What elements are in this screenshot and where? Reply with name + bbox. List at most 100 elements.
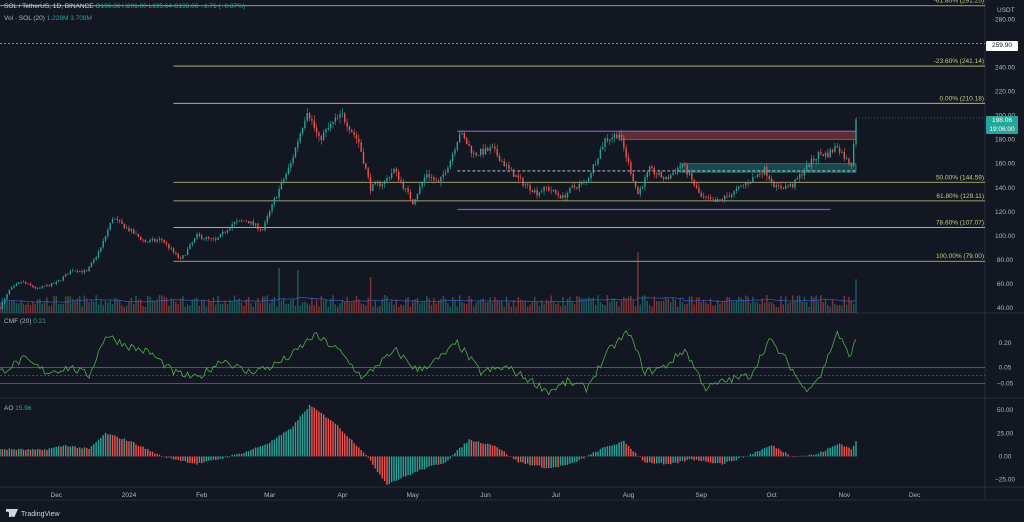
ao-bar — [817, 453, 820, 457]
candle-body — [686, 164, 688, 175]
candle-body — [353, 132, 355, 136]
candle-body — [69, 271, 72, 275]
volume-bar — [147, 295, 149, 313]
volume-bar — [515, 306, 517, 313]
volume-bar — [674, 299, 677, 313]
ao-bar — [822, 451, 824, 457]
volume-bar — [433, 298, 435, 313]
candle-body — [355, 135, 358, 139]
ao-bar — [456, 450, 459, 457]
volume-bar — [261, 296, 264, 313]
ao-bar — [480, 443, 482, 457]
volume-bar — [477, 300, 480, 313]
candle-body — [102, 240, 104, 248]
candle-body — [168, 243, 170, 249]
candle-body — [79, 270, 81, 272]
ao-bar — [250, 450, 252, 457]
candle-body — [627, 157, 630, 163]
volume-bar — [273, 297, 276, 313]
ao-bar — [193, 456, 196, 464]
cmf-title: CMF (20) — [4, 318, 32, 325]
ao-bar — [745, 456, 747, 457]
ao-bar — [264, 444, 266, 457]
volume-bar — [801, 301, 803, 313]
ao-bar — [620, 441, 623, 457]
volume-bar — [320, 296, 323, 313]
candle-body — [29, 283, 32, 286]
ao-bar — [132, 441, 135, 457]
ao-bar — [144, 448, 147, 457]
candle-body — [423, 177, 426, 183]
candle-body — [822, 154, 824, 157]
last-price-countdown: 19:06:00 — [989, 126, 1015, 133]
ao-bar — [365, 454, 367, 457]
candle-body — [128, 227, 130, 232]
ao-bar — [402, 456, 405, 477]
candle-body — [402, 181, 405, 189]
volume-bar — [782, 304, 785, 313]
ao-bar — [287, 429, 290, 457]
volume-bar — [794, 300, 796, 313]
candle-body — [829, 149, 831, 158]
time-tick-label: May — [407, 492, 420, 499]
ao-bar — [254, 447, 257, 457]
candle-body — [768, 176, 770, 179]
ao-bar — [716, 456, 719, 464]
candle-body — [337, 117, 339, 119]
ao-bar — [390, 456, 393, 483]
candle-body — [252, 221, 254, 225]
ao-bar — [458, 447, 461, 457]
ao-bar — [838, 443, 841, 457]
ao-bar — [597, 451, 599, 457]
candle-body — [163, 239, 165, 243]
candle-body — [304, 120, 306, 128]
candle-body — [775, 185, 777, 188]
candle-body — [738, 186, 740, 189]
ao-bar — [712, 456, 714, 464]
volume-bar — [50, 305, 53, 313]
price-tick-label: 80.00 — [997, 257, 1014, 264]
volume-bar — [271, 299, 273, 313]
ao-bar — [53, 447, 55, 457]
volume-bar — [409, 306, 412, 313]
volume-bar — [236, 299, 238, 313]
candle-body — [820, 151, 822, 155]
candle-body — [726, 195, 728, 197]
volume-bar — [566, 299, 569, 313]
volume-bar — [53, 295, 55, 313]
volume-bar — [611, 298, 613, 313]
candle-body — [268, 210, 271, 217]
candle-body — [344, 113, 346, 122]
volume-bar — [648, 305, 651, 313]
candle-body — [653, 168, 656, 175]
ao-bar — [494, 445, 496, 457]
volume-bar — [691, 296, 693, 313]
volume-bar — [240, 302, 243, 313]
candle-body — [677, 167, 679, 173]
candle-body — [397, 171, 400, 181]
volume-bar — [709, 298, 712, 313]
ao-bar — [791, 456, 794, 458]
candle-body — [616, 134, 618, 139]
tradingview-logo[interactable]: TradingView — [6, 509, 60, 518]
volume-bar — [348, 301, 351, 313]
volume-bar — [571, 300, 573, 313]
candle-body — [634, 180, 637, 187]
ao-bar — [831, 446, 834, 457]
ao-bar — [639, 456, 641, 458]
candle-body — [6, 293, 8, 299]
ao-bar — [215, 456, 217, 461]
ao-bar — [268, 442, 271, 457]
volume-indicator-values: 1.228M 3.709M — [46, 15, 92, 22]
volume-bar — [780, 296, 782, 313]
ao-bar — [55, 446, 57, 457]
volume-bar — [562, 296, 564, 313]
volume-bar — [423, 302, 426, 313]
candle-body — [62, 276, 65, 281]
volume-bar — [548, 300, 550, 313]
ao-bar — [74, 446, 76, 457]
candle-body — [817, 151, 820, 159]
ao-bar — [613, 444, 616, 457]
volume-bar — [435, 303, 437, 313]
